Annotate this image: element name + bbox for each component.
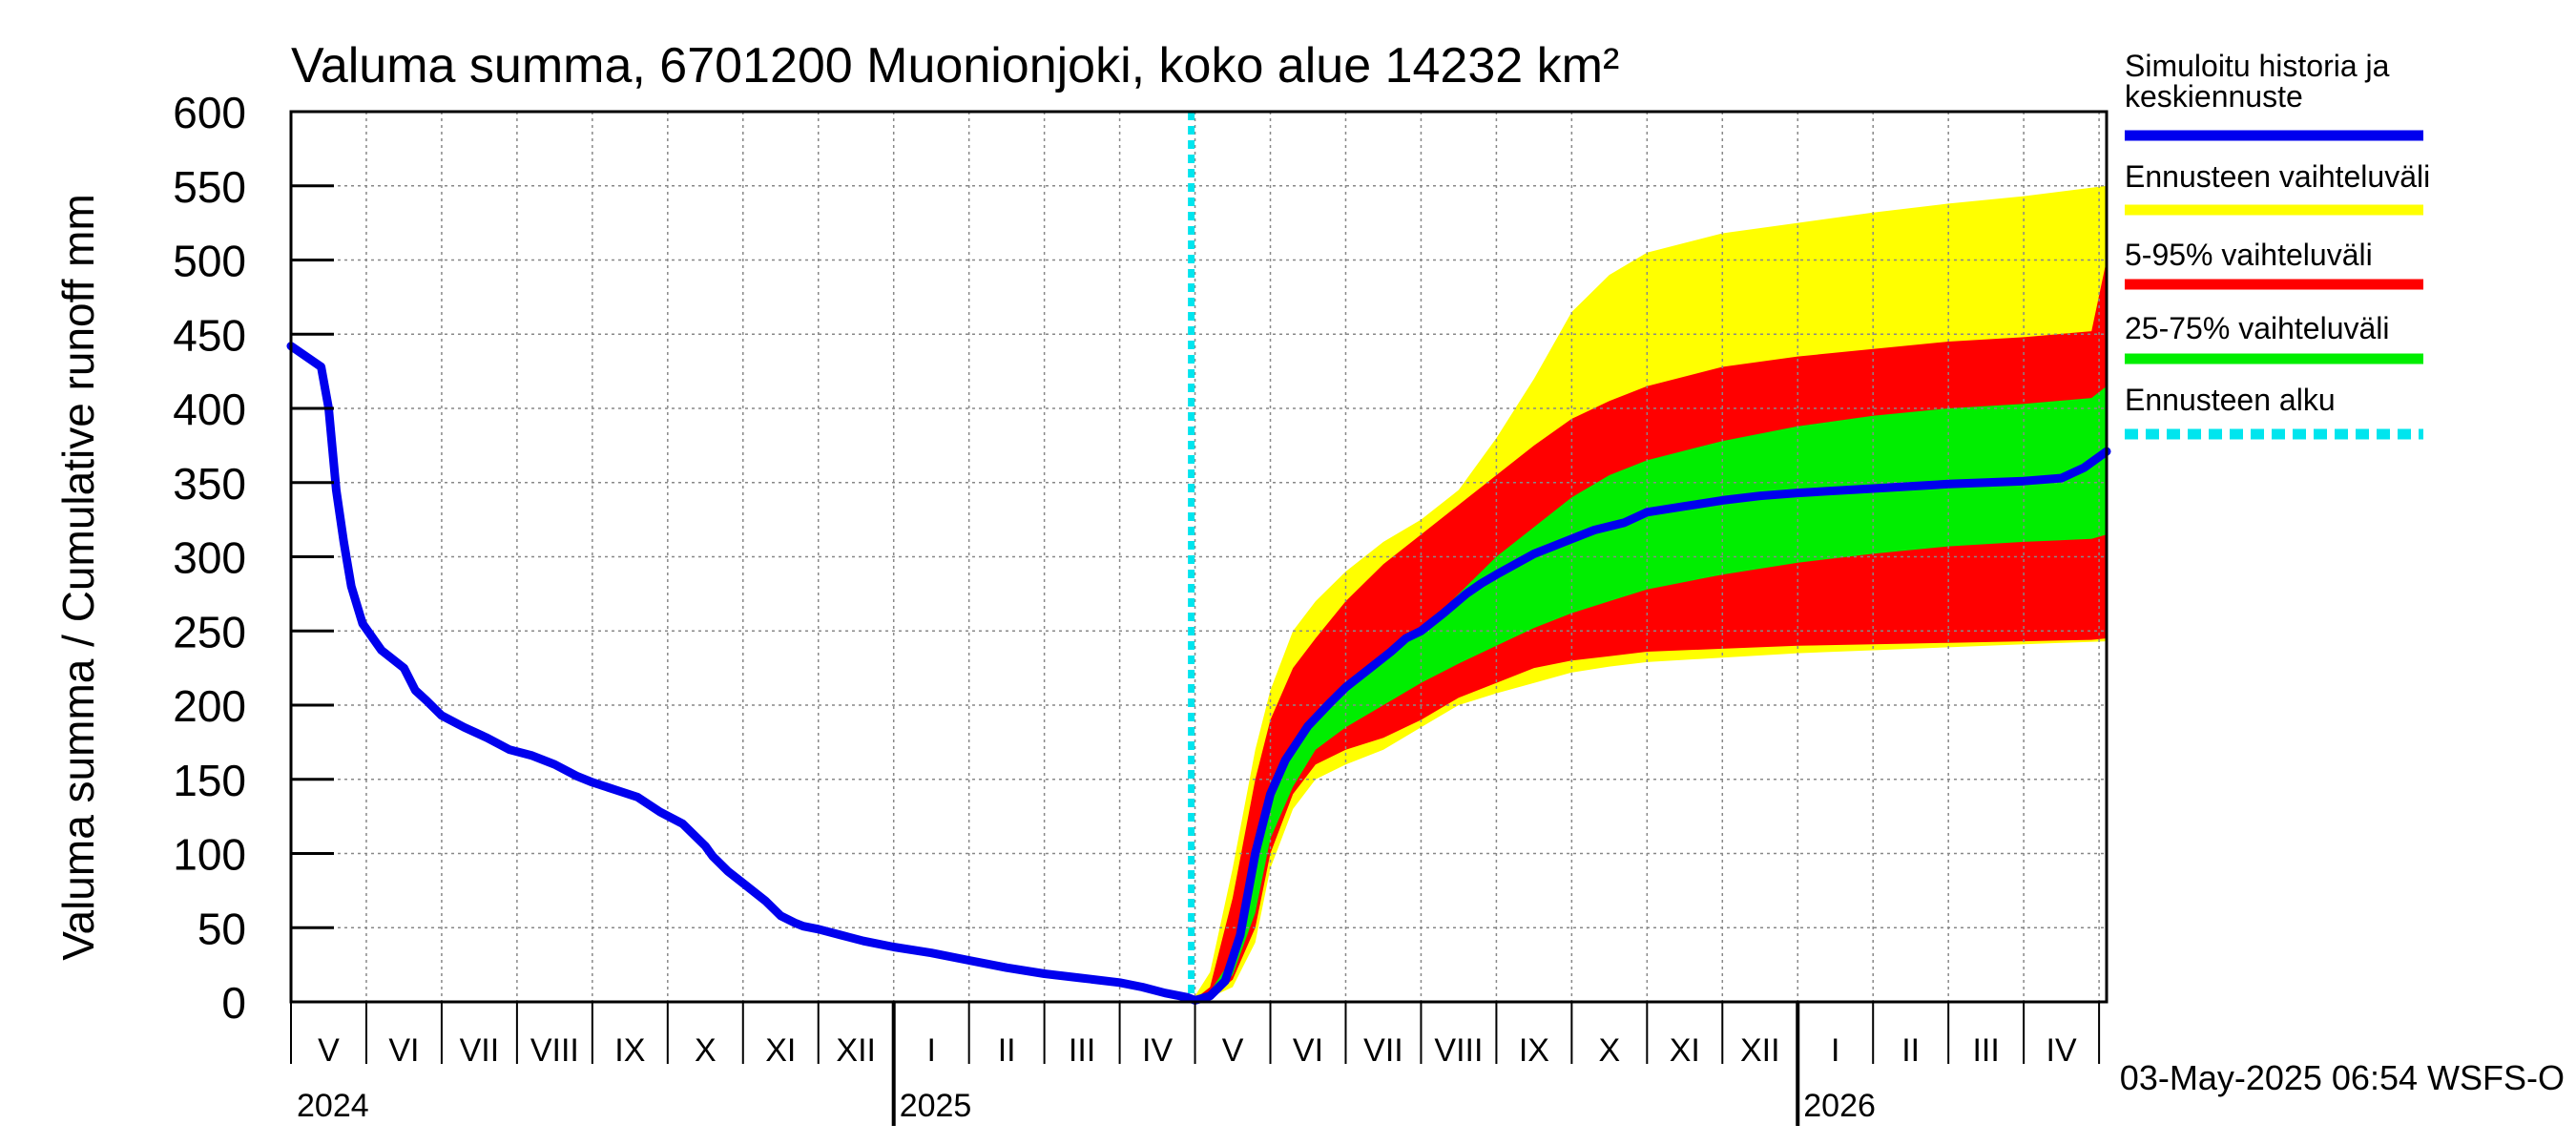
mean-forecast-line: [286, 342, 2111, 1005]
x-month-label: XI: [1670, 1032, 1700, 1069]
y-tick-label: 400: [173, 385, 246, 434]
y-tick-label: 0: [221, 978, 246, 1028]
x-month-label: II: [1901, 1032, 1920, 1069]
x-month-label: VII: [1363, 1032, 1403, 1069]
x-month-label: VI: [1293, 1032, 1323, 1069]
y-tick-label: 150: [173, 756, 246, 805]
y-tick-label: 250: [173, 607, 246, 656]
chart-title: Valuma summa, 6701200 Muonionjoki, koko …: [291, 38, 1619, 94]
x-month-label: X: [695, 1032, 717, 1069]
y-tick-label: 100: [173, 830, 246, 880]
x-month-label: XII: [1740, 1032, 1780, 1069]
x-month-label: III: [1972, 1032, 1999, 1069]
legend-label: Simuloitu historia ja: [2125, 49, 2390, 83]
y-tick-label: 50: [197, 904, 246, 953]
x-month-label: IV: [2046, 1032, 2077, 1069]
x-month-label: VII: [460, 1032, 500, 1069]
x-month-label: VI: [388, 1032, 419, 1069]
x-month-label: VIII: [1434, 1032, 1483, 1069]
x-month-label: I: [1831, 1032, 1839, 1069]
y-axis-label: Valuma summa / Cumulative runoff mm: [53, 194, 103, 961]
legend-label: Ennusteen vaihteluväli: [2125, 159, 2430, 194]
x-month-label: I: [926, 1032, 935, 1069]
x-month-label: IX: [614, 1032, 645, 1069]
forecast-bands: [1191, 185, 2107, 1003]
x-axis: V VI VII VIII IX X XI XII I II III IV V VI VII VIII IX X X…: [290, 1002, 2101, 1126]
x-year-label: 2026: [1803, 1088, 1876, 1124]
x-month-label: VIII: [530, 1032, 579, 1069]
x-year-label: 2024: [297, 1088, 369, 1124]
footer-timestamp: 03-May-2025 06:54 WSFS-O: [2120, 1058, 2565, 1097]
plot-grid: [291, 112, 2107, 1002]
x-month-label: X: [1599, 1032, 1621, 1069]
y-tick-label: 500: [173, 237, 246, 286]
legend-label: Ennusteen alku: [2125, 383, 2336, 417]
x-month-label: XI: [765, 1032, 796, 1069]
y-tick-label: 450: [173, 310, 246, 360]
y-tick-label: 600: [173, 88, 246, 137]
legend-label: 25-75% vaihteluväli: [2125, 311, 2390, 345]
x-month-label: IX: [1519, 1032, 1549, 1069]
legend-label: keskiennuste: [2125, 79, 2303, 114]
x-year-label: 2025: [900, 1088, 972, 1124]
x-month-label: II: [998, 1032, 1016, 1069]
y-tick-label: 200: [173, 681, 246, 731]
x-month-label: XII: [836, 1032, 876, 1069]
y-axis: 0 50 100 150 200 250 300 350 400 450 500 550 600: [173, 88, 334, 1028]
x-month-label: III: [1069, 1032, 1095, 1069]
legend-label: 5-95% vaihteluväli: [2125, 238, 2373, 272]
y-tick-label: 550: [173, 162, 246, 212]
x-month-label: V: [318, 1032, 340, 1069]
x-month-label: V: [1222, 1032, 1244, 1069]
x-month-label: IV: [1142, 1032, 1173, 1069]
band-25-75: [1191, 385, 2107, 1002]
y-tick-label: 350: [173, 459, 246, 509]
y-tick-label: 300: [173, 533, 246, 583]
